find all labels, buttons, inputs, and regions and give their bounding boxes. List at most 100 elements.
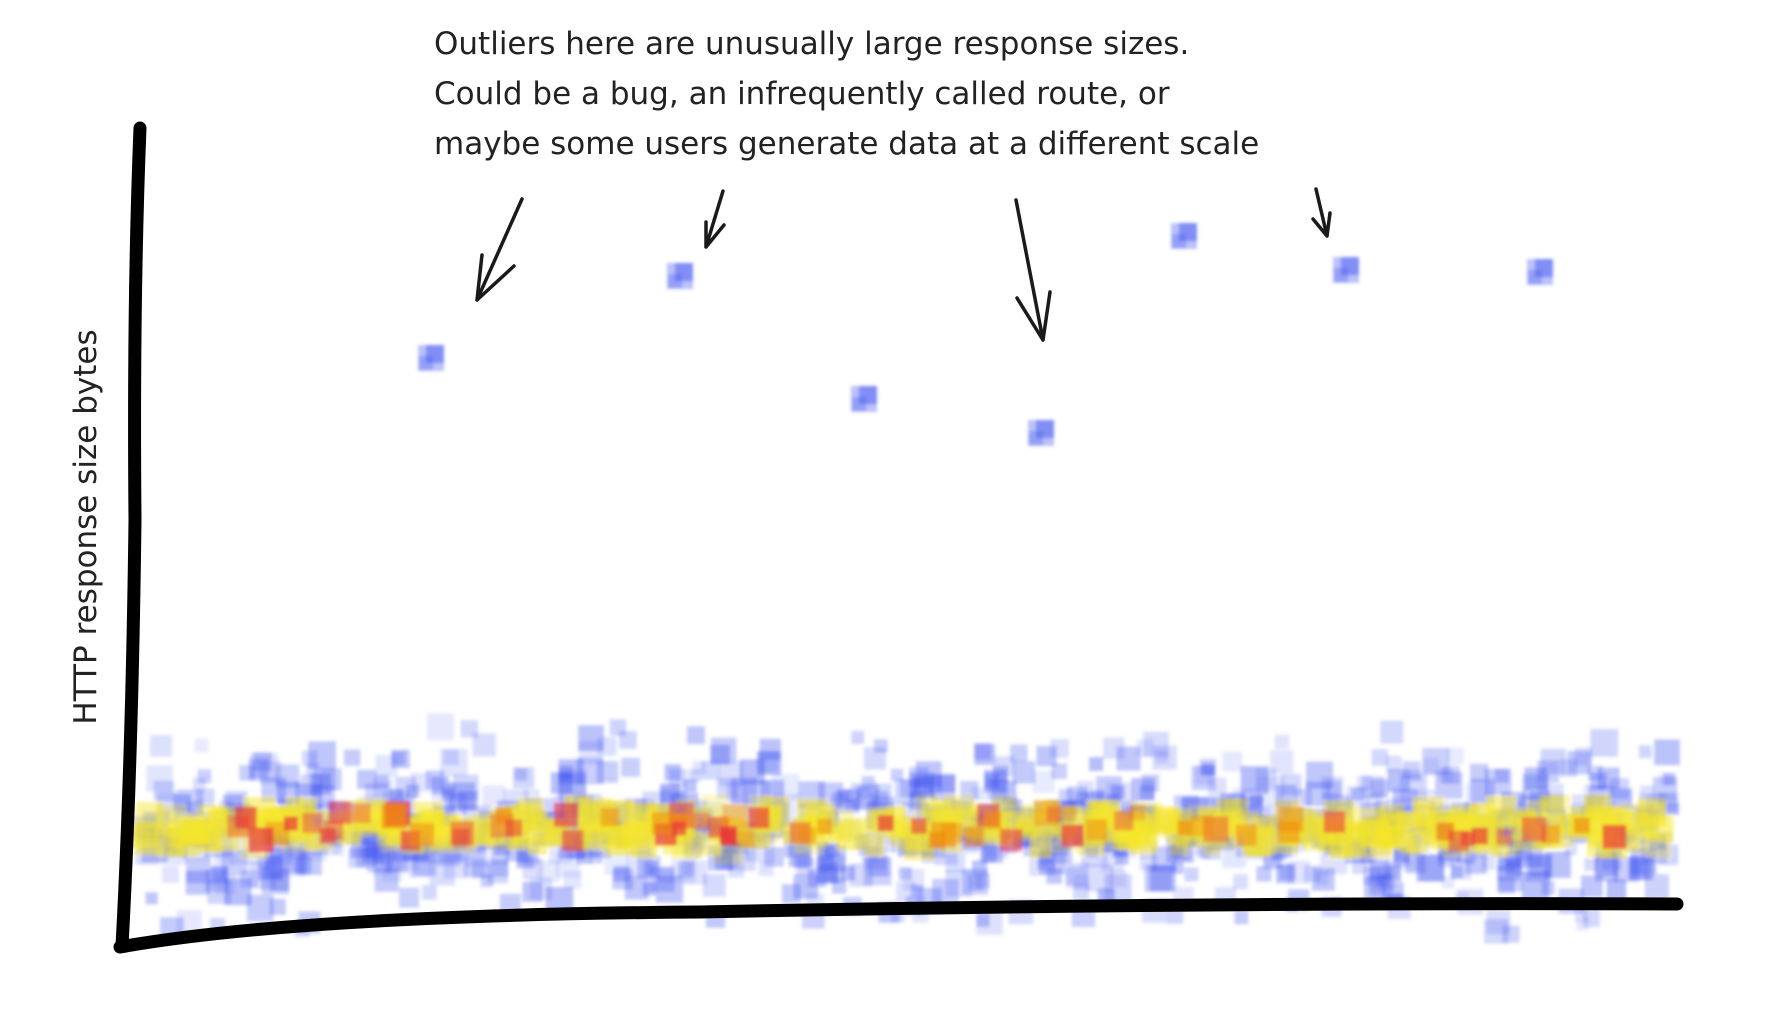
point [1499,855,1515,871]
point [1136,739,1154,757]
point [683,779,697,793]
point [1606,879,1627,900]
point [1184,867,1199,882]
point [1077,780,1094,798]
point [1587,765,1603,781]
point [890,768,904,782]
annotation-line: Outliers here are unusually large respon… [434,26,1189,62]
point [719,825,738,844]
point [1402,761,1421,779]
point [865,837,884,857]
point [1155,750,1169,764]
point [372,856,391,876]
annotation-line: maybe some users generate data at a diff… [434,126,1259,162]
point [1086,819,1108,841]
point [1109,870,1127,888]
point [1090,789,1105,804]
point [664,764,682,781]
point [145,892,158,905]
point [1029,431,1043,445]
point [1581,875,1603,898]
annotation-line: Could be a bug, an infrequently called r… [434,76,1170,112]
point [1256,866,1272,882]
point [799,827,817,845]
point [793,874,819,899]
point [1645,832,1671,859]
point [1469,763,1489,783]
arrow [704,189,726,249]
point [513,767,535,789]
point [693,812,710,830]
point [185,870,210,895]
point [968,875,984,891]
point [518,797,544,822]
point [1525,855,1552,882]
point [1058,789,1074,804]
point [1051,763,1068,779]
point [618,731,637,749]
point [1278,806,1304,832]
point [453,774,479,801]
point [1640,802,1664,827]
point [842,817,869,843]
point [153,780,175,802]
point [170,819,190,840]
point [1274,734,1290,750]
point [207,880,232,904]
point [1574,907,1589,922]
point [974,743,992,760]
point [275,764,300,788]
point [702,873,726,897]
point [351,803,371,823]
point [1131,778,1155,802]
point [192,777,206,791]
point [302,750,318,766]
point [1528,270,1542,284]
point [1103,737,1125,759]
point [992,765,1009,782]
point [722,804,747,829]
y-axis-label: HTTP response size bytes [68,329,104,724]
point [1012,761,1036,784]
point [323,820,344,840]
point [328,801,352,825]
point [1323,811,1346,833]
point [612,868,633,890]
point [269,898,286,915]
point [607,824,631,848]
point [651,811,675,835]
point [982,842,1004,863]
point [764,847,784,867]
point [1496,828,1513,845]
point [1654,739,1680,766]
point [1382,826,1405,849]
point [1233,874,1248,890]
point [463,855,486,877]
point [941,823,963,844]
point [1351,787,1364,801]
point [824,842,840,858]
point [1644,874,1669,899]
point [671,858,696,883]
point [480,874,494,888]
point [1447,747,1464,765]
point [410,823,435,847]
point [1574,817,1590,834]
arrow [475,197,524,302]
point [1484,768,1512,796]
point [1448,830,1469,852]
point [1032,770,1055,793]
point [1386,755,1402,772]
point [1376,873,1391,888]
point [687,726,705,745]
y-axis [115,121,147,953]
point [642,882,657,896]
point [1521,817,1547,842]
point [671,821,687,836]
point [1470,803,1490,824]
point [1404,839,1422,857]
x-axis [113,897,1684,954]
point [999,829,1023,852]
